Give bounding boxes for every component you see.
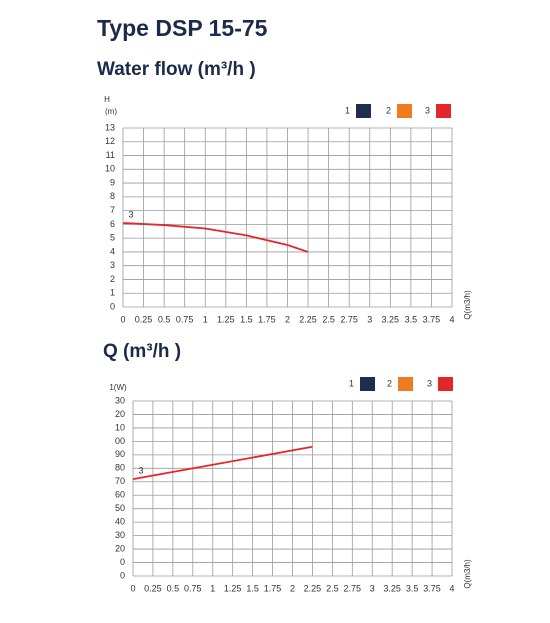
x-tick-label: 1	[210, 583, 215, 593]
x-tick-label: 2.5	[326, 583, 339, 593]
y-tick-label: 5	[110, 233, 115, 243]
y-tick-label: 60	[115, 490, 125, 500]
x-tick-label: 4	[449, 314, 454, 324]
x-tick-label: 1	[203, 314, 208, 324]
x-tick-label: 0.75	[176, 314, 194, 324]
legend-label: 3	[425, 105, 430, 115]
y-tick-label: 6	[110, 219, 115, 229]
legend-label: 2	[387, 378, 392, 388]
x-tick-label: 1.75	[258, 314, 276, 324]
line-series	[132, 445, 313, 480]
y-tick-label: 2	[110, 274, 115, 284]
y-tick-label: 10	[115, 422, 125, 432]
legend-label: 1	[345, 105, 350, 115]
y-tick-label: 80	[115, 463, 125, 473]
x-tick-label: 4	[449, 583, 454, 593]
y-axis-label: H	[104, 95, 110, 104]
y-tick-label: 0	[120, 570, 125, 580]
y-tick-label: 40	[115, 517, 125, 527]
y-tick-label: 8	[110, 191, 115, 201]
y-tick-label: 0	[110, 301, 115, 311]
y-tick-label: 4	[110, 246, 115, 256]
x-tick-label: 2	[290, 583, 295, 593]
line-series	[122, 222, 309, 253]
x-tick-label: 2.75	[344, 583, 362, 593]
legend-swatch	[438, 377, 453, 391]
legend-label: 2	[386, 105, 391, 115]
x-tick-label: 1.75	[264, 583, 282, 593]
x-tick-label: 2.25	[299, 314, 317, 324]
x-tick-label: 3.75	[423, 583, 441, 593]
legend-swatch	[360, 377, 375, 391]
y-tick-label: 90	[115, 449, 125, 459]
y-tick-label: 11	[106, 150, 115, 160]
y-tick-label: 1	[110, 288, 115, 298]
x-tick-label: 3.25	[383, 583, 401, 593]
y-tick-label: 12	[105, 136, 115, 146]
y-tick-label: 50	[115, 503, 125, 513]
x-tick-label: 3.5	[405, 314, 418, 324]
x-axis-label: Q(m3/h)	[463, 559, 472, 589]
y-tick-label: 10	[105, 164, 115, 174]
x-tick-label: 0.5	[158, 314, 171, 324]
x-tick-label: 1.25	[224, 583, 242, 593]
y-tick-label: 20	[115, 409, 125, 419]
y-tick-label: 70	[115, 476, 125, 486]
x-tick-label: 3.25	[382, 314, 400, 324]
x-tick-label: 2.25	[304, 583, 322, 593]
legend-label: 1	[349, 378, 354, 388]
legend-swatch	[356, 104, 371, 118]
x-tick-label: 2.75	[340, 314, 358, 324]
y-tick-label: 30	[115, 395, 125, 405]
page-title: Type DSP 15-75	[97, 15, 268, 41]
x-axis-label: Q(m3/h)	[463, 290, 472, 320]
y-tick-label: 20	[115, 543, 125, 553]
legend-swatch	[398, 377, 413, 391]
x-tick-label: 0.25	[144, 583, 162, 593]
x-tick-label: 3.5	[406, 583, 419, 593]
x-tick-label: 2	[285, 314, 290, 324]
y-tick-label: 9	[110, 177, 115, 187]
y-tick-label: 13	[105, 122, 115, 132]
x-tick-label: 1.5	[240, 314, 253, 324]
chart-title: Water flow (m³/h )	[97, 59, 256, 80]
x-tick-label: 1.5	[246, 583, 259, 593]
y-tick-label: 7	[110, 205, 115, 215]
x-tick-label: 0.5	[167, 583, 180, 593]
x-tick-label: 0.75	[184, 583, 202, 593]
x-tick-label: 0.25	[135, 314, 153, 324]
y-tick-label: 30	[115, 530, 125, 540]
x-tick-label: 0	[120, 314, 125, 324]
x-tick-label: 1.25	[217, 314, 235, 324]
y-tick-label: 3	[110, 260, 115, 270]
x-tick-label: 3	[370, 583, 375, 593]
x-tick-label: 2.5	[322, 314, 335, 324]
legend-swatch	[436, 104, 451, 118]
x-tick-label: 0	[130, 583, 135, 593]
y-tick-label: 0	[120, 557, 125, 567]
y-axis-unit: (m)	[105, 107, 117, 116]
y-axis-label: 1(W)	[109, 383, 127, 392]
x-tick-label: 3.75	[423, 314, 441, 324]
x-tick-label: 3	[367, 314, 372, 324]
series-label: 3	[128, 209, 133, 219]
chart-title: Q (m³/h )	[103, 341, 181, 362]
legend-label: 3	[427, 378, 432, 388]
y-tick-label: 00	[115, 436, 125, 446]
series-label: 3	[138, 465, 143, 475]
legend-swatch	[397, 104, 412, 118]
